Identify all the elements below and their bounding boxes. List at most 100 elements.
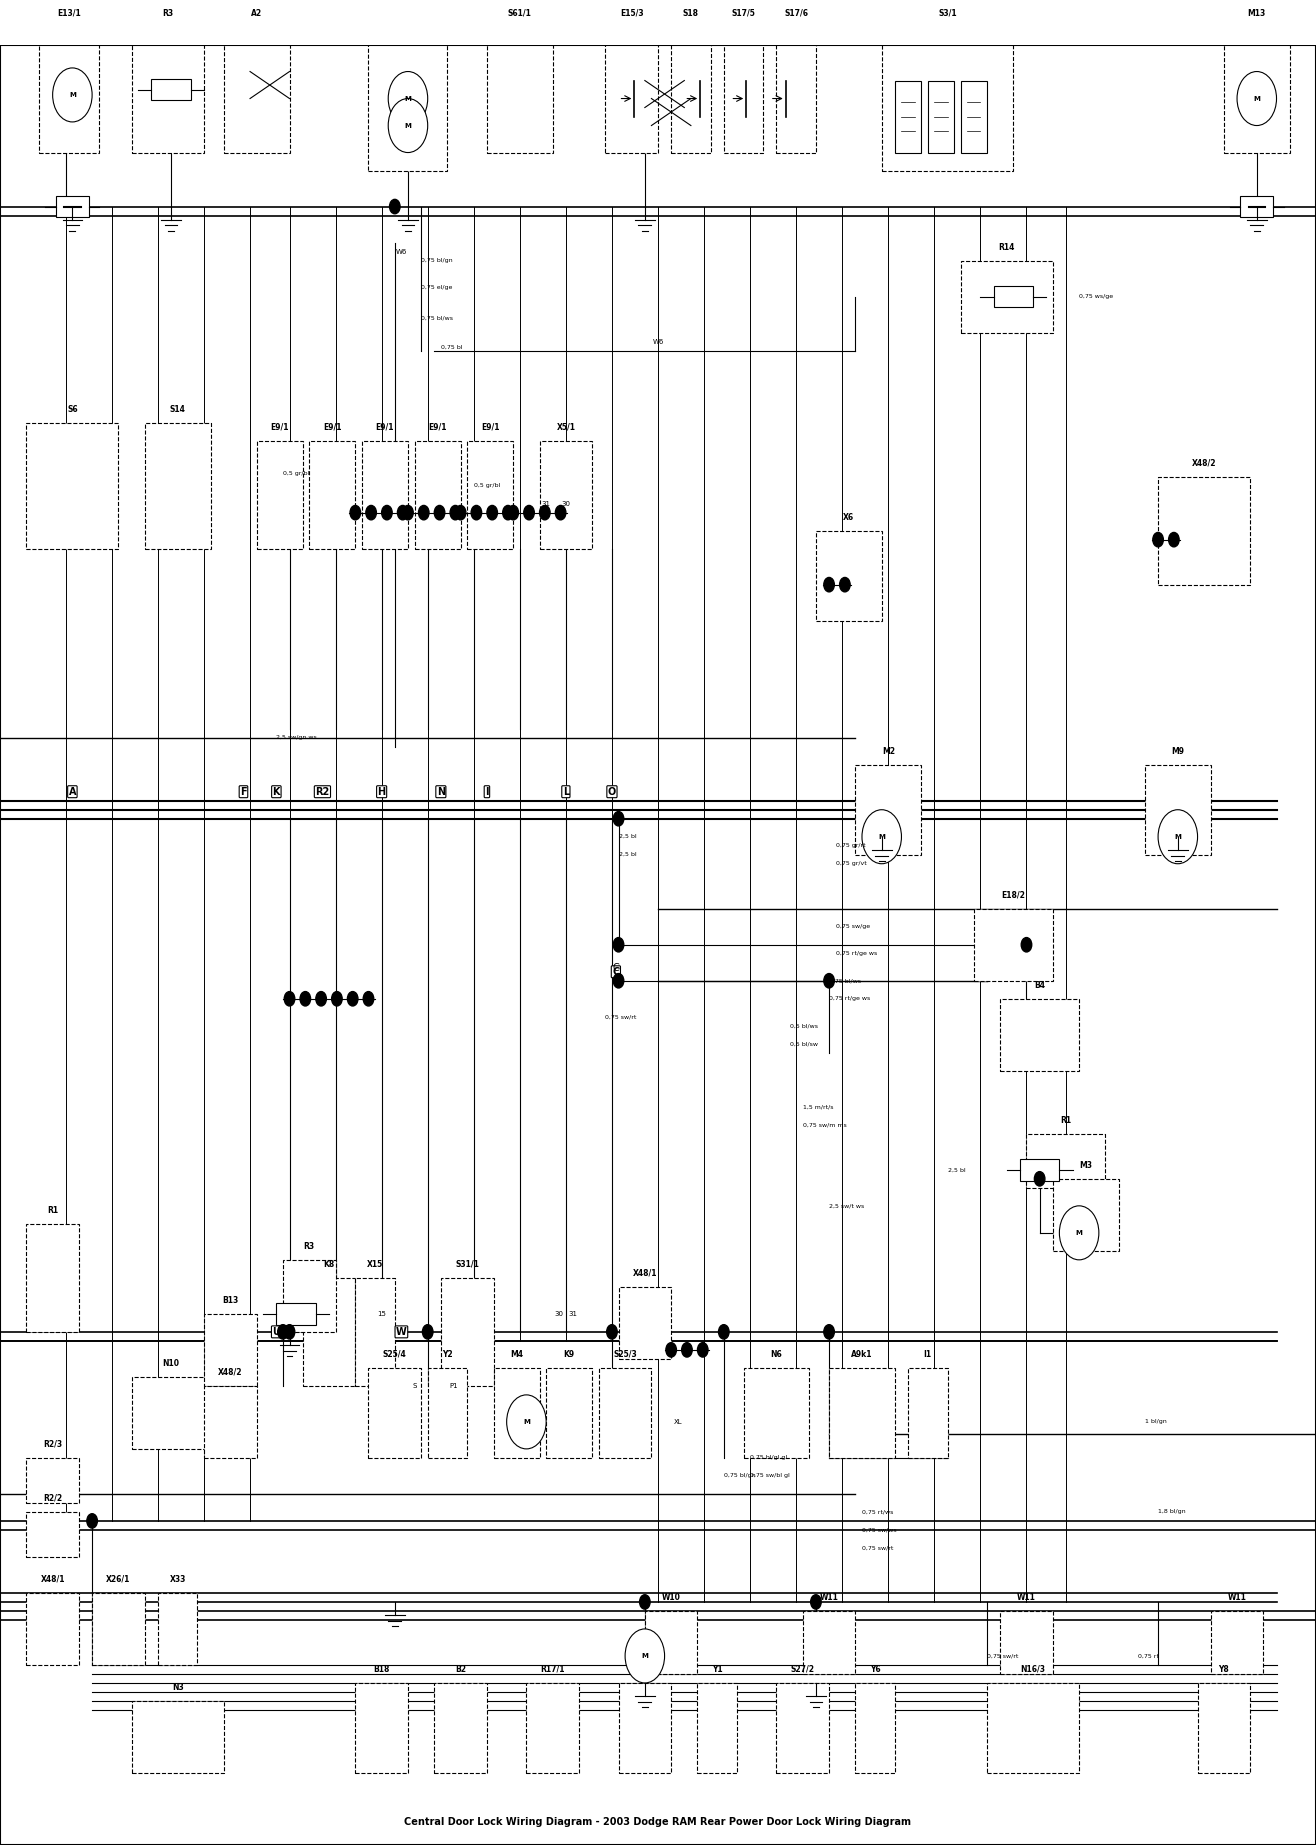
Circle shape bbox=[613, 974, 624, 987]
Text: 0,75 rt/ws: 0,75 rt/ws bbox=[862, 1509, 894, 1515]
Bar bbox=[928, 81, 954, 153]
Bar bbox=[546, 1367, 592, 1458]
Text: E13/1: E13/1 bbox=[57, 9, 82, 17]
Text: M3: M3 bbox=[1079, 1161, 1092, 1170]
Text: 0,75 sw/rt: 0,75 sw/rt bbox=[605, 1015, 637, 1018]
Text: X5/1: X5/1 bbox=[557, 423, 575, 432]
Text: 0,5 bl/ws: 0,5 bl/ws bbox=[790, 1024, 817, 1028]
Circle shape bbox=[388, 72, 428, 125]
Circle shape bbox=[422, 1325, 433, 1339]
Circle shape bbox=[487, 506, 497, 520]
Text: E18/2: E18/2 bbox=[1001, 891, 1025, 900]
Bar bbox=[829, 1367, 895, 1458]
Circle shape bbox=[284, 991, 295, 1006]
Bar bbox=[355, 1683, 408, 1773]
Text: 0,75 gr/rt: 0,75 gr/rt bbox=[836, 843, 866, 849]
Text: M: M bbox=[1174, 834, 1182, 839]
Text: N10: N10 bbox=[163, 1360, 179, 1367]
Bar bbox=[1240, 196, 1274, 218]
Circle shape bbox=[1034, 1172, 1045, 1186]
Text: B13: B13 bbox=[222, 1295, 238, 1304]
Circle shape bbox=[53, 68, 92, 122]
Text: S6: S6 bbox=[67, 404, 78, 413]
Text: 0,75 bl/ws: 0,75 bl/ws bbox=[829, 978, 861, 983]
Bar bbox=[540, 441, 592, 548]
Text: X26/1: X26/1 bbox=[107, 1576, 130, 1583]
Text: Y2: Y2 bbox=[442, 1351, 453, 1360]
Text: X48/1: X48/1 bbox=[41, 1576, 64, 1583]
Circle shape bbox=[382, 506, 392, 520]
Text: 0,75 rt: 0,75 rt bbox=[1138, 1653, 1159, 1659]
Circle shape bbox=[366, 506, 376, 520]
Circle shape bbox=[418, 506, 429, 520]
Text: S14: S14 bbox=[170, 404, 186, 413]
Bar bbox=[697, 1683, 737, 1773]
Circle shape bbox=[540, 506, 550, 520]
Text: 0,75 bl/ws: 0,75 bl/ws bbox=[421, 315, 453, 321]
Circle shape bbox=[316, 991, 326, 1006]
Bar bbox=[599, 1367, 651, 1458]
Bar bbox=[276, 1303, 316, 1325]
Text: M: M bbox=[404, 96, 412, 101]
Circle shape bbox=[811, 1594, 821, 1609]
Text: 0,75 rt/ge ws: 0,75 rt/ge ws bbox=[836, 952, 876, 956]
Text: 0,75 rt/ge ws: 0,75 rt/ge ws bbox=[829, 996, 870, 1002]
Text: 1 bl/gn: 1 bl/gn bbox=[1145, 1419, 1167, 1424]
Text: 0,75 ws/ge: 0,75 ws/ge bbox=[1079, 293, 1113, 299]
Text: M: M bbox=[404, 122, 412, 129]
Text: B2: B2 bbox=[455, 1664, 466, 1673]
Text: W11: W11 bbox=[820, 1592, 838, 1601]
Text: X33: X33 bbox=[170, 1576, 186, 1583]
Text: 30: 30 bbox=[562, 500, 570, 507]
Circle shape bbox=[507, 1395, 546, 1448]
Text: 0,75 sw/rt: 0,75 sw/rt bbox=[987, 1653, 1019, 1659]
Text: E9/1: E9/1 bbox=[322, 423, 342, 432]
Text: B18: B18 bbox=[374, 1664, 390, 1673]
Bar bbox=[467, 441, 513, 548]
Bar bbox=[494, 1367, 540, 1458]
Circle shape bbox=[471, 506, 482, 520]
Text: W11: W11 bbox=[1228, 1592, 1246, 1601]
Text: S61/1: S61/1 bbox=[508, 9, 532, 17]
Bar bbox=[368, 9, 447, 170]
Text: W6: W6 bbox=[653, 339, 663, 345]
Circle shape bbox=[1169, 533, 1179, 546]
Bar bbox=[619, 1683, 671, 1773]
Text: R1: R1 bbox=[47, 1207, 58, 1214]
Circle shape bbox=[390, 199, 400, 214]
Text: 0,75 bl/gn: 0,75 bl/gn bbox=[421, 258, 453, 264]
Bar bbox=[816, 531, 882, 620]
Bar bbox=[441, 1279, 494, 1386]
Text: S27/2: S27/2 bbox=[791, 1664, 815, 1673]
Text: I: I bbox=[486, 786, 488, 797]
Text: S31/1: S31/1 bbox=[455, 1260, 479, 1269]
Bar bbox=[1158, 476, 1250, 585]
Text: M: M bbox=[878, 834, 886, 839]
Circle shape bbox=[682, 1343, 692, 1358]
Bar bbox=[487, 26, 553, 153]
Text: 2,5 bl: 2,5 bl bbox=[619, 852, 636, 858]
Text: G3/2: G3/2 bbox=[636, 1664, 654, 1673]
Text: X48/2: X48/2 bbox=[218, 1367, 242, 1376]
Circle shape bbox=[719, 1325, 729, 1339]
Bar bbox=[776, 1683, 829, 1773]
Circle shape bbox=[1021, 937, 1032, 952]
Text: P1: P1 bbox=[450, 1384, 458, 1389]
Bar bbox=[368, 1367, 421, 1458]
Bar bbox=[55, 196, 89, 218]
Bar bbox=[882, 26, 1013, 170]
Bar bbox=[204, 1314, 257, 1386]
Circle shape bbox=[524, 506, 534, 520]
Bar bbox=[803, 1611, 855, 1673]
Circle shape bbox=[363, 991, 374, 1006]
Text: M: M bbox=[522, 1419, 530, 1424]
Text: M: M bbox=[641, 1653, 649, 1659]
Circle shape bbox=[1059, 1207, 1099, 1260]
Text: 1,5 m/rt/s: 1,5 m/rt/s bbox=[803, 1105, 833, 1109]
Text: 1,8 bl/gn: 1,8 bl/gn bbox=[1158, 1509, 1186, 1515]
Text: 0,75 el/ge: 0,75 el/ge bbox=[421, 286, 453, 290]
Text: 0,75 sw/m ms: 0,75 sw/m ms bbox=[803, 1122, 846, 1127]
Text: K9: K9 bbox=[563, 1351, 575, 1360]
Text: 0,75 sw/bl gl: 0,75 sw/bl gl bbox=[750, 1474, 790, 1478]
Text: M: M bbox=[1075, 1231, 1083, 1236]
